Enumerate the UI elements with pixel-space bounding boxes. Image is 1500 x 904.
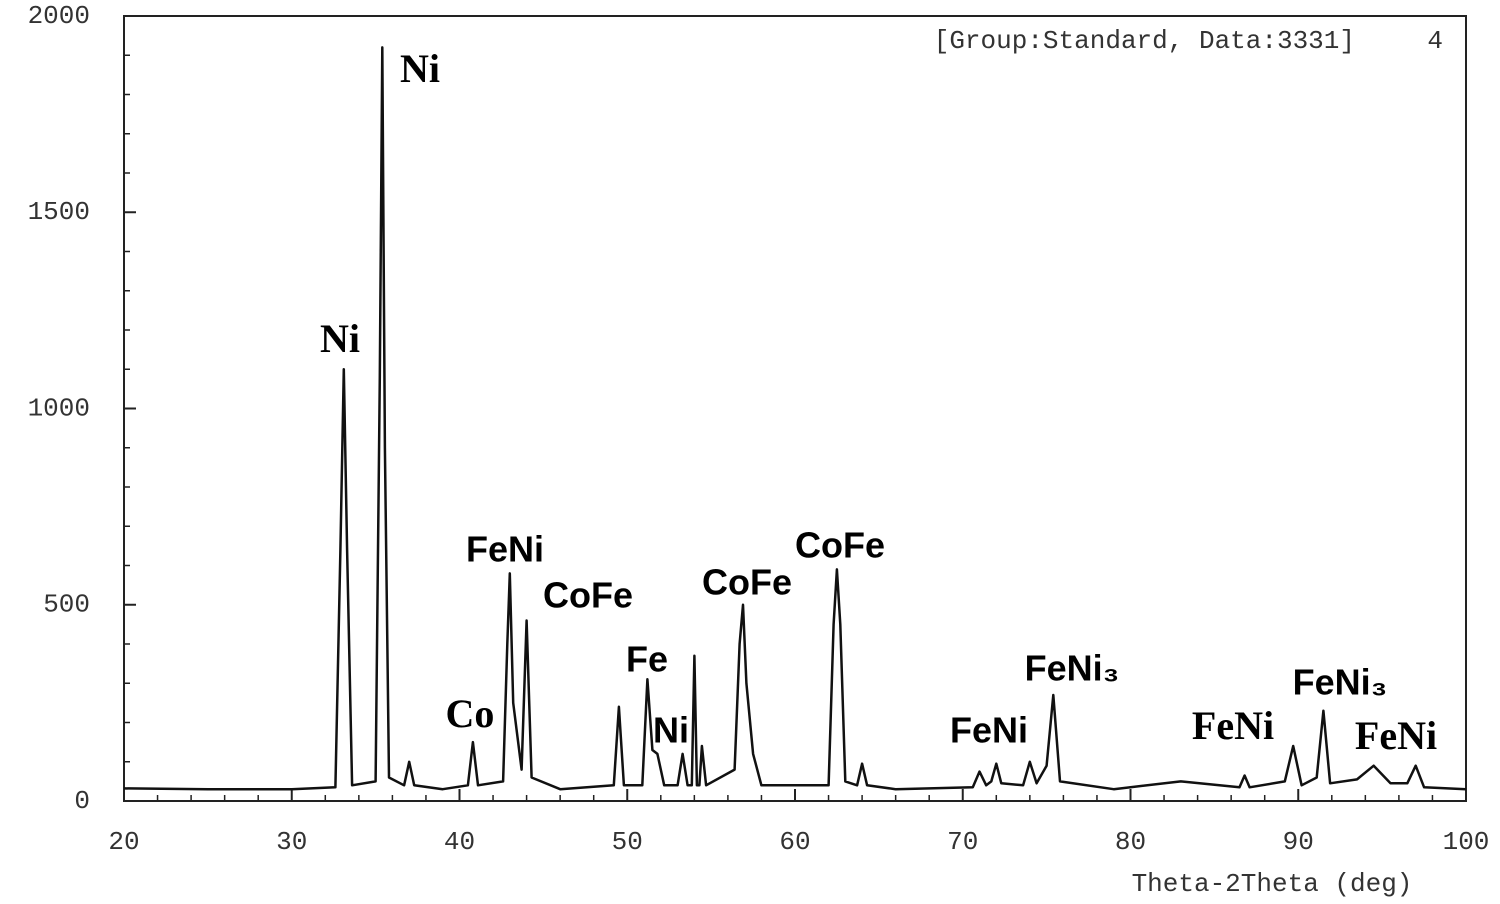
phase-label: FeNi₃	[1293, 662, 1388, 703]
x-tick-label: 40	[444, 827, 475, 857]
phase-label: FeNi	[1355, 713, 1437, 758]
y-tick-label: 2000	[28, 1, 90, 31]
diffraction-line	[123, 46, 1467, 791]
phase-label: CoFe	[702, 562, 792, 603]
phase-label: FeNi	[950, 710, 1028, 751]
header-note: [Group:Standard, Data:3331]	[934, 26, 1355, 56]
y-tick-label: 1000	[28, 393, 90, 423]
y-tick-label: 1500	[28, 197, 90, 227]
x-tick-label: 20	[108, 827, 139, 857]
x-tick-label: 80	[1115, 827, 1146, 857]
x-tick-label: 60	[779, 827, 810, 857]
x-tick-label: 90	[1283, 827, 1314, 857]
phase-label: Fe	[626, 639, 668, 680]
x-tick-label: 70	[947, 827, 978, 857]
phase-label: FeNi₃	[1025, 648, 1120, 689]
x-tick-label: 50	[612, 827, 643, 857]
y-tick-label: 500	[43, 590, 90, 620]
phase-label: Ni	[653, 710, 689, 751]
phase-label: Co	[446, 691, 495, 736]
phase-label: Ni	[400, 46, 440, 91]
plot-frame	[123, 15, 1467, 802]
phase-label: FeNi	[1192, 703, 1274, 748]
x-tick-label: 30	[276, 827, 307, 857]
phase-label: FeNi	[466, 529, 544, 570]
phase-label: CoFe	[543, 575, 633, 616]
x-tick-label: 100	[1443, 827, 1490, 857]
phase-label: CoFe	[795, 525, 885, 566]
x-axis-label: Theta-2Theta (deg)	[1132, 869, 1413, 899]
y-tick-label: 0	[74, 786, 90, 816]
header-number: 4	[1427, 26, 1443, 56]
phase-label: Ni	[320, 316, 360, 361]
